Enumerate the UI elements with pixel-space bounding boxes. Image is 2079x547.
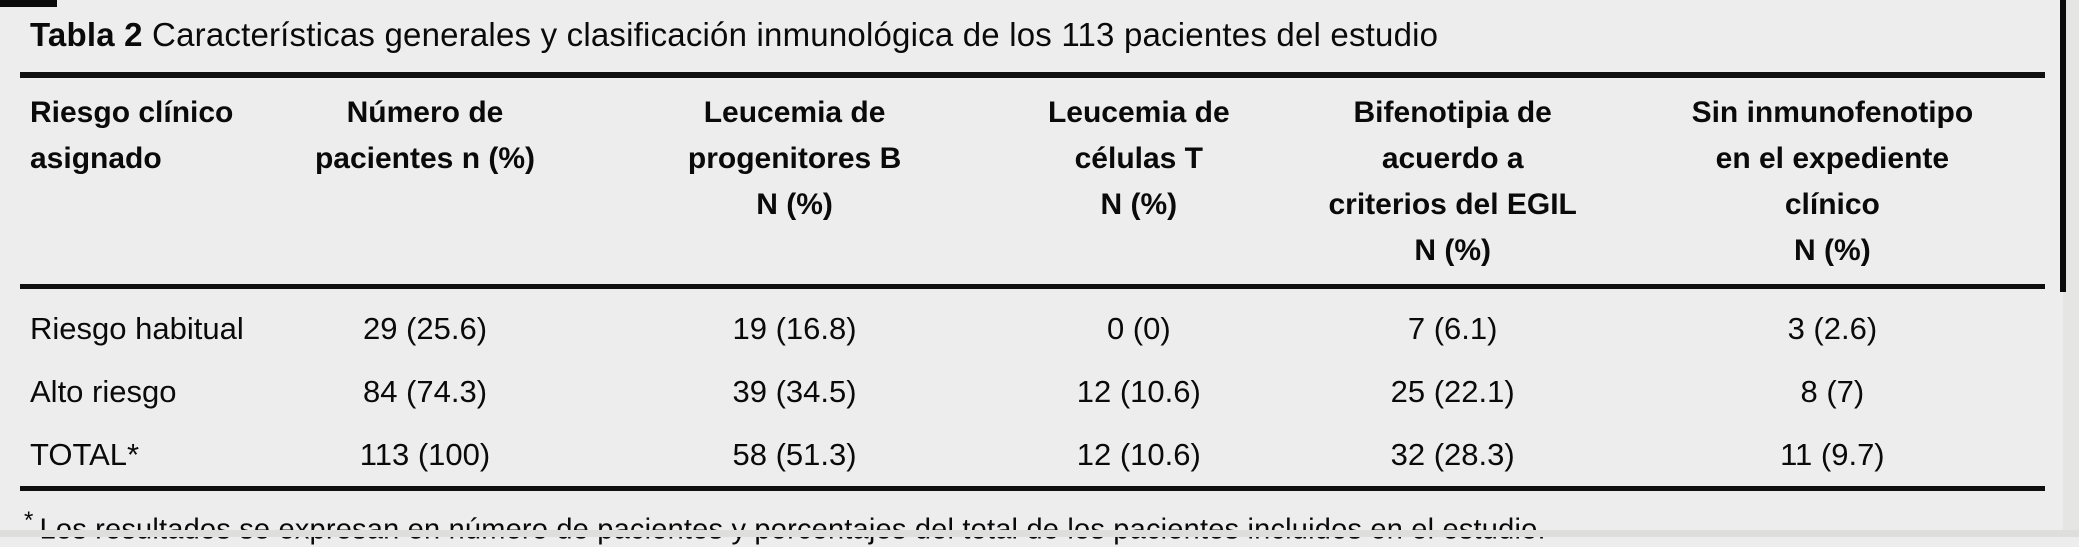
cell-value: 0 (0) bbox=[1106, 311, 1171, 346]
cell-value: 32 (28.3) bbox=[1390, 437, 1515, 472]
header-riesgo-clinico: Riesgo clínico asignado bbox=[30, 96, 234, 175]
cell-value: 3 (2.6) bbox=[1787, 311, 1878, 346]
table-row-alto-riesgo: Alto riesgo 84 (74.3) 39 (34.5) 12 (10.6… bbox=[20, 360, 2045, 423]
scan-artifact-top-left bbox=[0, 0, 57, 7]
table-number: Tabla 2 bbox=[30, 16, 143, 53]
header-leucemia-progenitores-b: Leucemia de progenitores B N (%) bbox=[687, 96, 902, 221]
table-row-riesgo-habitual: Riesgo habitual 29 (25.6) 19 (16.8) 0 (0… bbox=[20, 287, 2045, 361]
header-sin-inmunofenotipo: Sin inmunofenotipo en el expediente clín… bbox=[1691, 96, 1974, 267]
cell-value: 25 (22.1) bbox=[1390, 374, 1515, 409]
header-leucemia-celulas-t: Leucemia de células T N (%) bbox=[1047, 96, 1230, 221]
cell-value: 11 (9.7) bbox=[1780, 437, 1885, 472]
cell-value: 113 (100) bbox=[359, 437, 491, 472]
table-body: Riesgo habitual 29 (25.6) 19 (16.8) 0 (0… bbox=[20, 287, 2045, 489]
footnote-asterisk: * bbox=[24, 507, 34, 534]
cell-value: 8 (7) bbox=[1800, 374, 1865, 409]
row-label: Alto riesgo bbox=[30, 374, 177, 409]
header-numero-pacientes: Número de pacientes n (%) bbox=[314, 96, 536, 175]
cell-value: 12 (10.6) bbox=[1076, 374, 1201, 409]
cell-value: 12 (10.6) bbox=[1076, 437, 1201, 472]
header-bifenotipia-egil: Bifenotipia de acuerdo a criterios del E… bbox=[1328, 96, 1577, 267]
page-edge-right bbox=[2063, 0, 2079, 537]
table-caption: Tabla 2 Características generales y clas… bbox=[0, 0, 2079, 72]
cell-value: 7 (6.1) bbox=[1407, 311, 1498, 346]
scan-artifact-right-line bbox=[2060, 0, 2066, 292]
table-row-total: TOTAL* 113 (100) 58 (51.3) 12 (10.6) 32 … bbox=[20, 423, 2045, 489]
table-header-row: Riesgo clínico asignado Número de pacien… bbox=[20, 75, 2045, 287]
cell-value: 84 (74.3) bbox=[362, 374, 488, 409]
cell-value: 19 (16.8) bbox=[732, 311, 857, 346]
table-caption-text: Características generales y clasificació… bbox=[152, 16, 1439, 53]
row-label: TOTAL* bbox=[30, 437, 140, 472]
page-edge-bottom bbox=[0, 530, 2079, 537]
table-footnote: *Los resultados se expresan en número de… bbox=[24, 507, 2079, 547]
cell-value: 29 (25.6) bbox=[362, 311, 488, 346]
cell-value: 58 (51.3) bbox=[732, 437, 857, 472]
cell-value: 39 (34.5) bbox=[732, 374, 857, 409]
patients-classification-table: Riesgo clínico asignado Número de pacien… bbox=[20, 72, 2045, 491]
row-label: Riesgo habitual bbox=[30, 311, 244, 346]
